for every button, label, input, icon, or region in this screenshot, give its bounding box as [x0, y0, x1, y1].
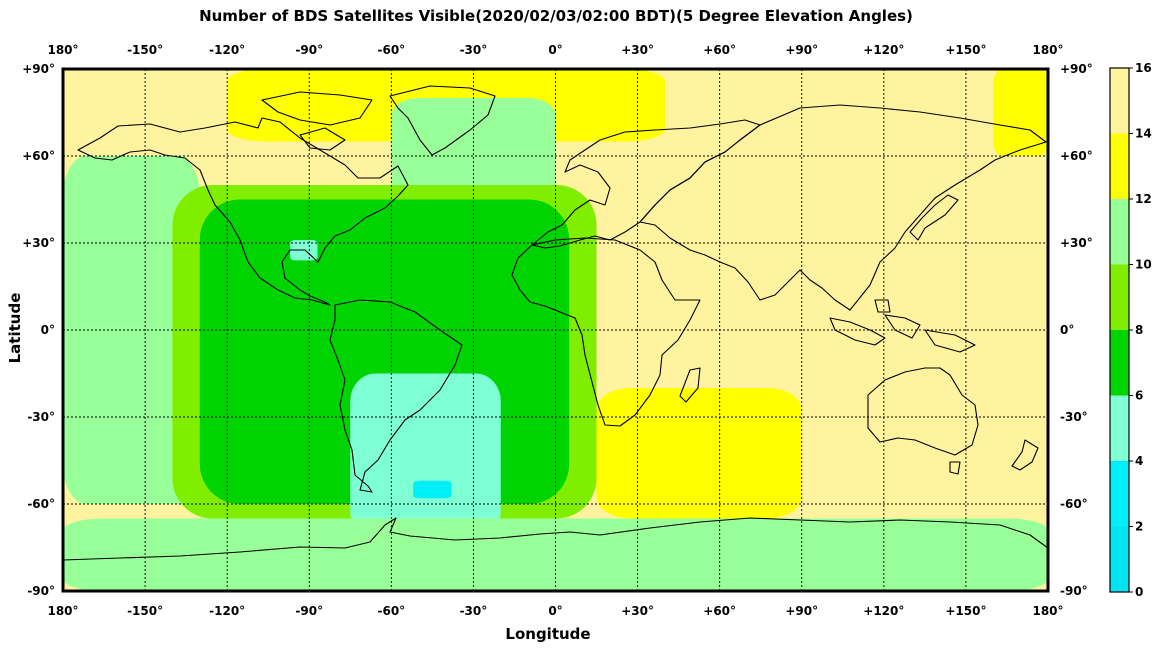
x-tick-label-bottom: -150° [127, 604, 163, 618]
x-tick-label-bottom: +90° [785, 604, 818, 618]
coastline-australia [867, 367, 979, 475]
coastline-arctic-islands [261, 91, 373, 151]
y-tick-label-left: -60° [27, 497, 55, 511]
coastline-se-asia-islands [829, 299, 976, 353]
colorbar-tick-label: 14 [1135, 127, 1152, 141]
colorbar-bin [1110, 395, 1129, 461]
coastline-africa [511, 237, 701, 427]
colorbar-tick-label: 0 [1135, 585, 1143, 599]
y-tick-label-left: -30° [27, 410, 55, 424]
y-tick-label-right: +30° [1060, 236, 1093, 250]
x-tick-label-top: +150° [945, 43, 986, 57]
chart-title: Number of BDS Satellites Visible(2020/02… [199, 7, 913, 25]
x-tick-label-bottom: 180° [1032, 604, 1063, 618]
y-tick-label-right: -30° [1060, 410, 1088, 424]
x-tick-label-bottom: -30° [460, 604, 488, 618]
x-tick-label-top: 0° [548, 43, 562, 57]
x-tick-label-top: +60° [703, 43, 736, 57]
colorbar-tick-label: 16 [1135, 61, 1152, 75]
y-tick-label-left: +30° [22, 236, 55, 250]
y-tick-label-left: +90° [22, 62, 55, 76]
coastline-greenland [389, 85, 496, 156]
x-tick-label-bottom: +150° [945, 604, 986, 618]
x-tick-label-top: -60° [377, 43, 405, 57]
x-tick-label-bottom: +60° [703, 604, 736, 618]
colorbar: 0 2 4 6 8 10 12 14 16 [1109, 61, 1152, 599]
y-tick-label-left: 0° [41, 323, 55, 337]
y-tick-label-left: +60° [22, 149, 55, 163]
x-tick-label-bottom: 180° [47, 604, 78, 618]
y-axis-label: Latitude [6, 293, 24, 364]
x-tick-labels-top: 180° -150° -120° -90° -60° -30° 0° +30° +60° +90°… [47, 43, 1063, 57]
colorbar-bin [1110, 264, 1129, 330]
y-tick-label-right: -90° [1060, 584, 1088, 598]
y-tick-label-right: -60° [1060, 497, 1088, 511]
x-tick-label-top: 180° [47, 43, 78, 57]
coastline-madagascar [679, 367, 701, 403]
y-tick-label-right: +60° [1060, 149, 1093, 163]
colorbar-tick-label: 2 [1135, 520, 1143, 534]
plot-frame [61, 67, 1050, 593]
colorbar-tick-label: 4 [1135, 454, 1143, 468]
colorbar-bin [1110, 526, 1129, 592]
x-tick-labels-bottom: 180° -150° -120° -90° -60° -30° 0° +30° +60° +90°… [47, 604, 1063, 618]
coastline-north-america [77, 117, 409, 306]
heatmap-region [596, 388, 802, 519]
x-tick-label-top: +30° [621, 43, 654, 57]
heatmap-region [413, 480, 452, 499]
colorbar-tick-label: 6 [1135, 389, 1143, 403]
x-tick-label-top: -150° [127, 43, 163, 57]
coastline-europe [531, 119, 761, 249]
y-tick-labels-left: +90° +60° +30° 0° -30° -60° -90° [22, 62, 55, 598]
colorbar-tick-label: 8 [1135, 323, 1143, 337]
x-tick-label-bottom: +30° [621, 604, 654, 618]
colorbar-tick-label: 12 [1135, 192, 1152, 206]
heatmap-region [993, 69, 1048, 156]
colorbar-bin [1110, 199, 1129, 265]
x-tick-label-top: -30° [460, 43, 488, 57]
y-tick-label-right: +90° [1060, 62, 1093, 76]
y-tick-labels-right: +90° +60° +30° 0° -30° -60° -90° [1060, 62, 1093, 598]
coastline-antarctica [62, 517, 1049, 561]
colorbar-bin [1110, 133, 1129, 199]
graticule [63, 69, 1048, 591]
x-tick-label-top: 180° [1032, 43, 1063, 57]
colorbar-bin [1110, 68, 1129, 134]
y-tick-label-right: 0° [1060, 323, 1074, 337]
coastline-new-zealand [1011, 439, 1039, 471]
coastline-layer [62, 85, 1049, 561]
x-tick-label-bottom: -90° [295, 604, 323, 618]
x-tick-label-bottom: +120° [863, 604, 904, 618]
colorbar-tick-label: 10 [1135, 258, 1152, 272]
x-tick-label-top: +90° [785, 43, 818, 57]
x-tick-label-bottom: 0° [548, 604, 562, 618]
x-tick-label-bottom: -60° [377, 604, 405, 618]
heatmap-region [391, 98, 556, 200]
x-tick-label-top: +120° [863, 43, 904, 57]
coastline-japan [909, 194, 959, 241]
x-tick-label-top: -90° [295, 43, 323, 57]
x-axis-label: Longitude [505, 625, 590, 643]
y-tick-label-left: -90° [27, 584, 55, 598]
colorbar-bin [1110, 330, 1129, 396]
heatmap-region [350, 373, 501, 539]
x-tick-label-bottom: -120° [209, 604, 245, 618]
x-tick-label-top: -120° [209, 43, 245, 57]
coastline-asia [639, 104, 1047, 311]
colorbar-bin [1110, 461, 1129, 527]
